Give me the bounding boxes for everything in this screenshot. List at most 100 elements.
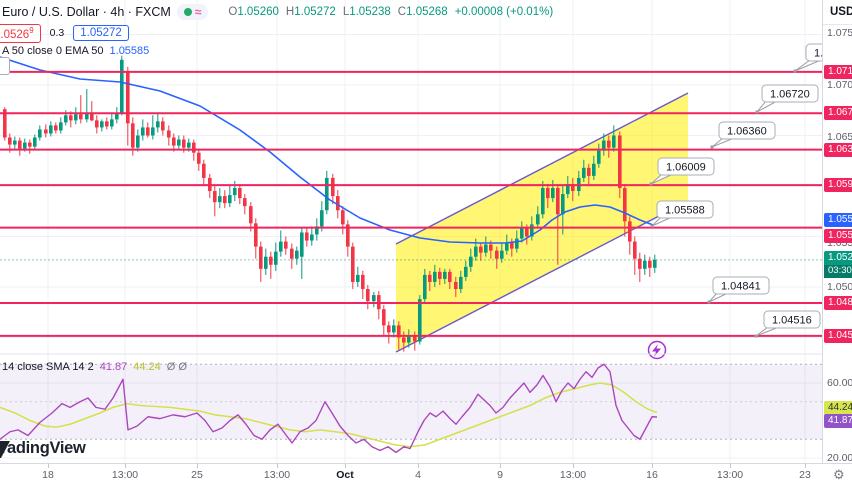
candle (74, 114, 78, 121)
candle (100, 121, 104, 128)
candle (202, 163, 206, 178)
candle (638, 258, 642, 269)
time-tick (805, 464, 806, 468)
callout-anchor-dot (793, 69, 797, 73)
sell-price-button[interactable]: 1.05269 (0, 24, 41, 43)
candle (438, 271, 442, 279)
data-feed-icon: ≈ (194, 5, 202, 19)
candle (454, 281, 458, 290)
candle (259, 246, 263, 269)
tradingview-logo-text: TradingView (0, 439, 86, 457)
channel-upper-border[interactable] (395, 92, 689, 245)
price-callout[interactable] (712, 276, 770, 295)
price-callout[interactable] (761, 84, 819, 103)
candle (23, 142, 27, 149)
lightning-bolt-glyph (652, 344, 661, 357)
candle (418, 299, 422, 342)
candle (392, 325, 396, 333)
candle (69, 115, 73, 121)
candle (653, 259, 657, 268)
channel-lower-border[interactable] (395, 200, 689, 353)
ohlc-item: L1.05238 (342, 6, 391, 18)
candle (141, 127, 145, 136)
candle (243, 198, 247, 207)
candle (597, 150, 601, 164)
callout-label: 1. (814, 48, 822, 60)
chart-canvas[interactable]: 1. 1.06720 1.06360 1.06009 1.05588 1.04841 1.0… (0, 0, 822, 463)
candle (110, 119, 114, 127)
tradingview-logo[interactable]: TradingView (0, 439, 86, 458)
price-line-badge: 1.0451 (824, 328, 852, 343)
rsi-line (0, 363, 658, 454)
candle (233, 188, 237, 196)
time-label: 9 (497, 469, 503, 481)
candle (249, 206, 253, 224)
candle (530, 224, 534, 237)
clipped-callout-box[interactable] (0, 57, 10, 75)
candle (8, 137, 12, 145)
candle (520, 228, 524, 239)
price-callout[interactable] (718, 121, 776, 140)
price-callout[interactable] (656, 200, 714, 219)
candle (541, 188, 545, 215)
callout-label: 1.06009 (666, 162, 706, 174)
candle (582, 167, 586, 178)
callout-anchor-dot (754, 334, 758, 338)
candle (356, 274, 360, 282)
time-axis[interactable]: 18 13:00 25 13:00 Oct 4 9 13:00 16 13:00 23 (0, 463, 852, 485)
candle (372, 295, 376, 302)
candle (474, 246, 478, 257)
parallel-channel[interactable] (396, 93, 688, 352)
candle (331, 177, 335, 197)
candle (443, 271, 447, 279)
time-label: 13:00 (263, 469, 291, 481)
ema-legend-label[interactable]: A 50 close 0 EMA 50 (2, 45, 104, 57)
candle (54, 125, 58, 131)
callout-anchor-dot (650, 224, 654, 228)
candle (628, 221, 632, 242)
candle (290, 248, 294, 259)
axis-price-label: 20.00 (827, 452, 852, 464)
candle (648, 260, 652, 268)
market-open-icon (183, 8, 192, 16)
rsi-extra-values: Ø Ø (166, 361, 187, 373)
price-callout[interactable] (763, 310, 821, 329)
candle (515, 238, 519, 249)
candle (85, 113, 89, 120)
candle (469, 256, 473, 267)
candle (38, 129, 42, 138)
time-tick (500, 464, 501, 468)
buy-price-button[interactable]: 1.05272 (73, 25, 129, 42)
symbol-title[interactable]: Euro / U.S. Dollar · 4h · FXCM (2, 5, 171, 19)
candle (305, 232, 309, 241)
ema-legend-value: 1.05585 (109, 45, 150, 57)
axis-price-label: 1.075 (827, 27, 852, 39)
gear-icon[interactable]: ⚙ (833, 467, 845, 482)
ohlc-item: C1.05268 (397, 6, 448, 18)
candle (223, 196, 227, 204)
candle (315, 226, 319, 235)
candle (274, 251, 278, 265)
price-axis[interactable]: USD 1.075 1.070 1.065 1.055 1.050 60.00 20.00 1… (822, 0, 852, 464)
rsi-legend-label[interactable]: 14 close SMA 14 2 (2, 361, 94, 373)
ema-line (0, 56, 654, 244)
candle (505, 242, 509, 251)
candle (18, 140, 22, 149)
market-status-pill[interactable]: ≈ (176, 4, 209, 20)
candle (623, 188, 627, 222)
time-tick (345, 464, 346, 468)
candle (264, 256, 268, 269)
price-callout[interactable] (657, 157, 715, 176)
price-callout[interactable] (805, 43, 822, 62)
time-tick (573, 464, 574, 468)
candle (500, 250, 504, 259)
time-label: 16 (646, 469, 658, 481)
candle (238, 188, 242, 199)
currency-label[interactable]: USD (830, 6, 852, 18)
rsi-sma-badge: 44.24 (824, 400, 852, 415)
price-line-badge: 1.0636 (824, 142, 852, 157)
candle (146, 127, 150, 136)
callout-label: 1.06360 (727, 126, 767, 138)
candle (192, 142, 196, 153)
candle (428, 274, 432, 282)
